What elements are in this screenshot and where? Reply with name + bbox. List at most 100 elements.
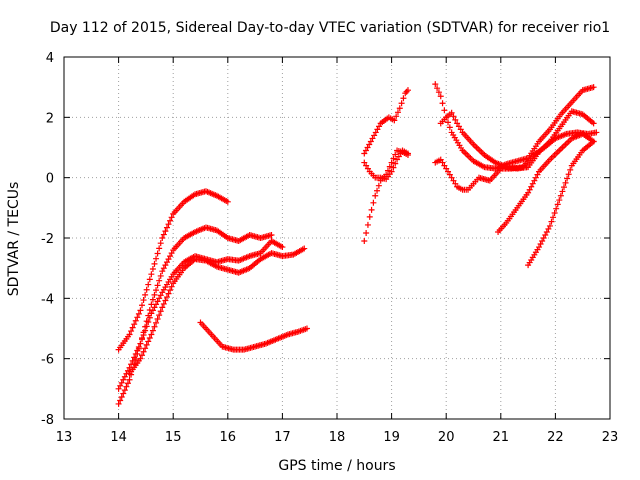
data-point [528, 183, 535, 190]
x-tick-label: 20 [438, 430, 455, 445]
data-point [386, 163, 393, 170]
data-point [124, 367, 131, 374]
data-point [404, 150, 411, 157]
data-point [398, 100, 405, 107]
x-tick-label: 18 [329, 430, 346, 445]
y-tick-label: -2 [41, 232, 54, 247]
data-point [126, 331, 133, 338]
data-point [455, 123, 462, 130]
data-point [157, 292, 164, 299]
series-track-k [432, 129, 600, 193]
data-point [562, 179, 569, 186]
data-point [301, 245, 308, 252]
data-point [390, 164, 397, 171]
data-point [457, 126, 464, 133]
data-point [556, 197, 563, 204]
data-point [151, 260, 158, 267]
data-point [132, 317, 139, 324]
x-tick-label: 22 [547, 430, 564, 445]
data-point [434, 85, 441, 92]
data-point [553, 205, 560, 212]
data-point [372, 129, 379, 136]
data-point [369, 135, 376, 142]
data-point [366, 141, 373, 148]
data-point [143, 323, 150, 330]
y-tick-label: -6 [41, 353, 54, 368]
data-point [392, 160, 399, 167]
series-track-a [115, 188, 231, 353]
data-point [123, 383, 130, 390]
data-point [374, 187, 381, 194]
data-point [564, 175, 571, 182]
data-point [437, 156, 444, 163]
data-point [160, 300, 167, 307]
data-point [157, 308, 164, 315]
y-tick-label: -4 [41, 292, 54, 307]
data-point [557, 192, 564, 199]
data-point [376, 123, 383, 130]
x-tick-label: 19 [383, 430, 400, 445]
data-point [448, 109, 455, 116]
data-point [443, 165, 450, 172]
x-axis-label: GPS time / hours [278, 458, 395, 474]
data-point [593, 129, 600, 136]
data-point [139, 336, 145, 343]
data-point [548, 218, 555, 225]
data-point [362, 147, 369, 154]
data-point [118, 379, 125, 386]
data-point [146, 314, 153, 321]
data-point [165, 256, 172, 263]
data-point [590, 120, 597, 127]
data-point [121, 387, 128, 394]
data-point [143, 286, 150, 293]
series-track-l [495, 130, 597, 235]
series-track-d [126, 245, 308, 377]
series-track-e [197, 319, 310, 353]
data-point [165, 221, 172, 228]
data-point [142, 345, 149, 352]
data-point [160, 265, 167, 272]
x-tick-label: 23 [602, 430, 619, 445]
data-point [446, 124, 453, 131]
data-point [140, 331, 147, 338]
data-point [153, 319, 160, 326]
data-point [368, 206, 375, 213]
data-point [137, 340, 144, 347]
data-point [124, 380, 131, 387]
y-tick-label: -8 [41, 413, 54, 428]
data-point [129, 357, 136, 364]
data-point [135, 310, 142, 317]
data-point [168, 283, 175, 290]
data-point [539, 238, 546, 245]
data-point [361, 150, 368, 157]
data-point [149, 327, 156, 334]
data-point [542, 231, 549, 238]
data-point [394, 156, 401, 163]
data-point [361, 159, 368, 166]
data-point [371, 132, 378, 139]
data-point [129, 324, 136, 331]
data-point [154, 298, 161, 305]
x-tick-label: 16 [220, 430, 237, 445]
data-point [146, 334, 153, 341]
data-point [153, 255, 160, 262]
data-point [157, 240, 164, 247]
data-point [151, 291, 158, 298]
plot-frame [63, 56, 611, 420]
data-point [149, 296, 156, 303]
data-point [450, 113, 457, 120]
data-point [167, 253, 174, 260]
data-point [140, 297, 147, 304]
data-point [390, 155, 397, 162]
data-point [567, 166, 574, 173]
data-point [160, 231, 167, 238]
data-point [363, 229, 370, 236]
data-point [165, 290, 172, 297]
data-point [148, 331, 155, 338]
data-point [450, 177, 457, 184]
data-point [454, 120, 461, 127]
data-point [268, 231, 275, 238]
data-point [149, 266, 156, 273]
data-point [148, 310, 155, 317]
